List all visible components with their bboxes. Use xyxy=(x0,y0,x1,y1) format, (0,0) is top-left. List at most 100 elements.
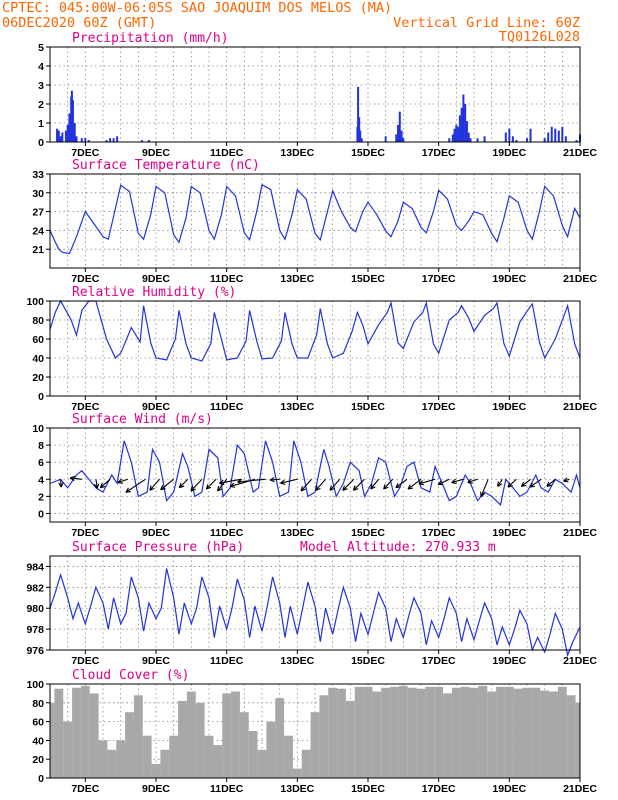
wind-xtick-label: 17DEC xyxy=(422,527,456,539)
precipitation-ytick-label: 3 xyxy=(38,80,44,92)
cloud-bar xyxy=(575,702,580,778)
precipitation-xtick-label: 11DEC xyxy=(210,147,244,159)
wind-arrow xyxy=(497,478,503,487)
cloud-bar xyxy=(257,749,267,778)
pressure-ytick-label: 984 xyxy=(26,561,44,573)
wind-arrow xyxy=(205,478,217,490)
cloud-bar xyxy=(540,690,550,778)
cloud-cover-xtick-label: 11DEC xyxy=(210,783,244,795)
cloud-bar xyxy=(248,731,258,778)
pressure-panel: 976 978 980 982 984 7DEC 9DEC 11DEC 13DEC 15DEC 17… xyxy=(26,540,597,667)
cloud-cover-xtick-label: 21DEC xyxy=(563,783,597,795)
cloud-bar xyxy=(178,700,187,778)
precip-bar xyxy=(84,138,87,142)
precip-bar xyxy=(56,128,59,142)
precip-bar xyxy=(105,140,108,142)
cloud-bar xyxy=(434,686,444,778)
precipitation-frame xyxy=(49,46,581,143)
humidity-xtick-label: 7DEC xyxy=(71,401,99,413)
wind-arrow xyxy=(69,475,82,482)
cloud-bar xyxy=(345,700,355,778)
temperature-xtick-label: 15DEC xyxy=(351,273,385,285)
cloud-cover-frame xyxy=(49,683,581,779)
precipitation-ytick-label: 0 xyxy=(38,137,44,149)
wind-arrow xyxy=(480,479,489,498)
cloud-bar xyxy=(487,691,497,778)
precip-bar xyxy=(467,132,470,142)
wind-arrow xyxy=(529,478,542,488)
precip-bar xyxy=(402,138,405,142)
pressure-annotation: Model Altitude: 270.933 m xyxy=(300,540,496,555)
precip-bar xyxy=(457,126,460,142)
wind-xtick-label: 7DEC xyxy=(71,527,99,539)
wind-arrow xyxy=(149,478,160,491)
temperature-ytick-label: 33 xyxy=(32,169,44,181)
pressure-frame xyxy=(49,555,581,651)
pressure-xtick-label: 9DEC xyxy=(142,655,170,667)
precip-bar xyxy=(71,100,74,142)
cloud-cover-xtick-label: 7DEC xyxy=(71,783,99,795)
wind-frame xyxy=(49,427,581,523)
precip-bar xyxy=(462,94,465,142)
cloud-cover-ytick-label: 100 xyxy=(26,679,44,691)
header-date: 06DEC2020 60Z (GMT) xyxy=(2,15,156,31)
wind-arrow xyxy=(407,478,422,490)
wind-xtick-label: 19DEC xyxy=(492,527,526,539)
wind-ytick-label: 0 xyxy=(38,508,44,520)
precip-bar xyxy=(112,138,115,142)
cloud-bar xyxy=(80,685,90,778)
cloud-bar xyxy=(443,693,452,778)
precipitation-xtick-label: 13DEC xyxy=(280,147,314,159)
wind-ytick-label: 8 xyxy=(38,440,44,452)
precipitation-panel: 0 1 2 3 4 5 7DEC 9DEC 11DEC 13DEC 15DEC 17DEC 19DEC 2… xyxy=(38,31,597,159)
cloud-bar xyxy=(425,686,435,778)
wind-arrow xyxy=(160,478,175,491)
cloud-bar xyxy=(54,688,64,778)
cloud-bar xyxy=(231,691,240,778)
header-grid-note: Vertical Grid Line: 60Z xyxy=(393,15,580,31)
cloud-bar xyxy=(381,687,391,778)
precip-bar xyxy=(458,115,461,142)
temperature-line xyxy=(49,183,581,255)
pressure-xtick-label: 15DEC xyxy=(351,655,385,667)
cloud-bar xyxy=(310,712,320,778)
cloud-cover-title: Cloud Cover (%) xyxy=(72,668,189,683)
wind-arrow xyxy=(219,478,241,486)
humidity-panel: 0 20 40 60 80 100 7DEC 9DEC 11DEC 13DEC 15DEC 17DEC… xyxy=(26,285,597,413)
humidity-xtick-label: 21DEC xyxy=(563,401,597,413)
precip-bar xyxy=(529,128,532,142)
pressure-xtick-label: 7DEC xyxy=(71,655,99,667)
cloud-bar xyxy=(142,735,152,778)
cloud-bar xyxy=(266,721,276,778)
cloud-bar xyxy=(125,712,134,778)
cloud-bar xyxy=(89,693,99,778)
precip-bar xyxy=(75,136,78,142)
precip-bar xyxy=(543,138,546,142)
precip-bar xyxy=(359,130,362,142)
humidity-line xyxy=(49,299,581,362)
wind-arrow xyxy=(117,478,128,484)
precip-bar xyxy=(59,136,62,142)
wind-title: Surface Wind (m/s) xyxy=(72,412,213,427)
cloud-bar xyxy=(284,735,293,778)
wind-arrow xyxy=(269,476,280,483)
temperature-xtick-label: 17DEC xyxy=(422,273,456,285)
pressure-ytick-label: 982 xyxy=(26,582,44,594)
cloud-bar xyxy=(531,687,541,778)
precip-bar xyxy=(400,130,403,142)
precip-bar xyxy=(87,140,90,142)
cloud-bar xyxy=(407,687,417,778)
wind-arrow xyxy=(451,478,464,484)
precipitation-xtick-label: 15DEC xyxy=(351,147,385,159)
pressure-xtick-label: 21DEC xyxy=(563,655,597,667)
wind-arrow xyxy=(418,478,436,486)
precip-bar xyxy=(508,128,511,142)
precip-bar xyxy=(397,124,400,142)
wind-arrow xyxy=(467,478,478,484)
cloud-cover-panel: 0 20 40 60 80 100 7DEC 9DEC 11DEC 13DEC 15DEC 17DEC… xyxy=(26,668,597,795)
precip-bar xyxy=(564,136,567,142)
cloud-bar xyxy=(372,691,382,778)
temperature-panel: 21 24 27 30 33 7DEC 9DEC 11DEC 13DEC 15DEC 17DEC 19… xyxy=(32,158,597,285)
cloud-bar xyxy=(160,749,170,778)
